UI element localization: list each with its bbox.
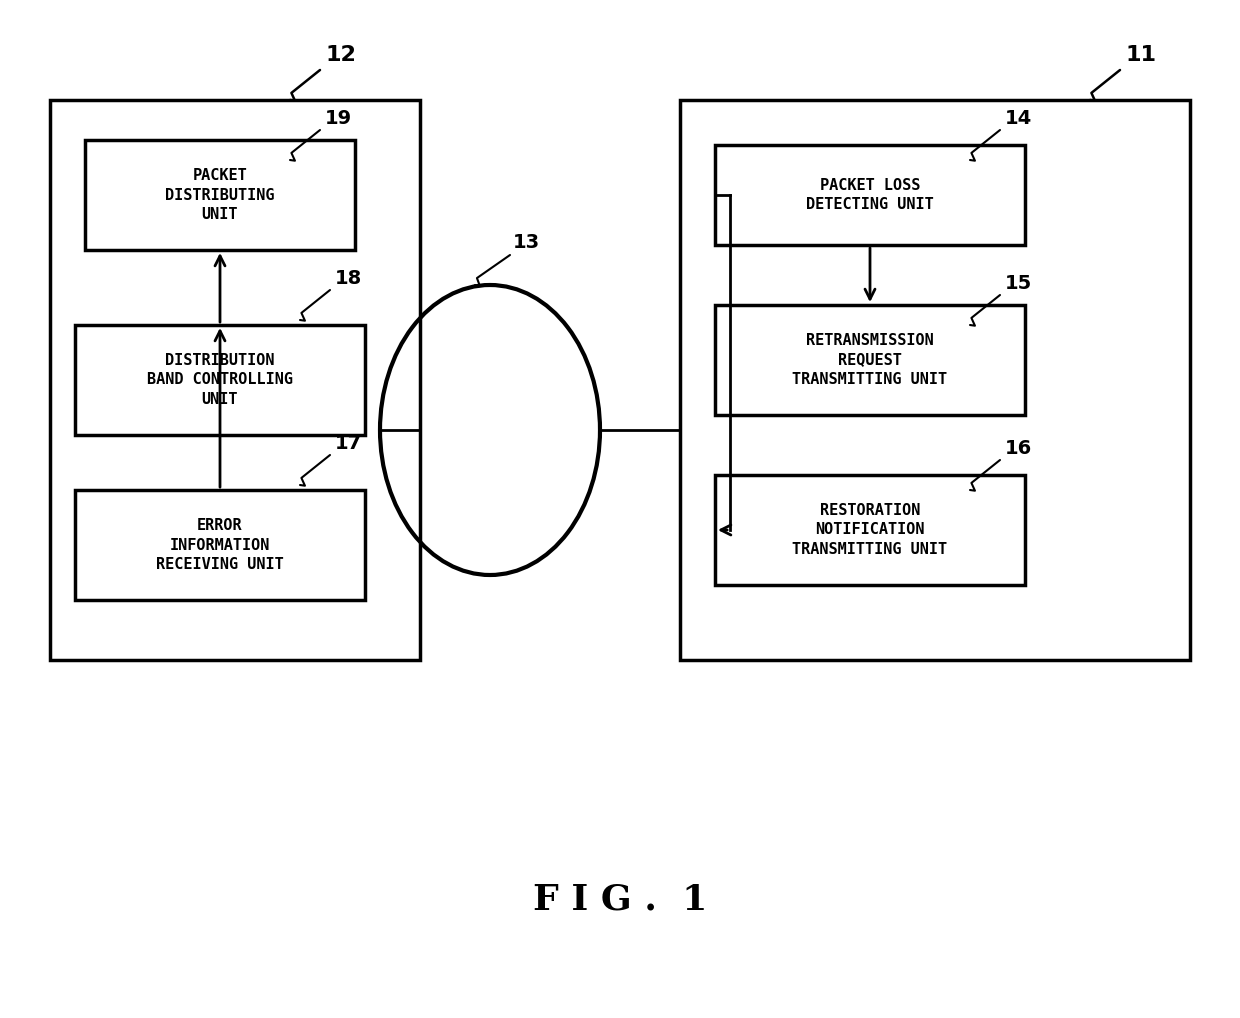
Text: RETRANSMISSION
REQUEST
TRANSMITTING UNIT: RETRANSMISSION REQUEST TRANSMITTING UNIT [792, 333, 947, 387]
Text: 18: 18 [335, 269, 362, 288]
Text: 11: 11 [1125, 45, 1156, 65]
Text: DISTRIBUTION
BAND CONTROLLING
UNIT: DISTRIBUTION BAND CONTROLLING UNIT [148, 352, 293, 407]
Text: 13: 13 [513, 233, 541, 252]
Text: RESTORATION
NOTIFICATION
TRANSMITTING UNIT: RESTORATION NOTIFICATION TRANSMITTING UN… [792, 503, 947, 557]
Bar [74, 325, 365, 435]
Text: 12: 12 [325, 45, 356, 65]
Bar [86, 140, 355, 250]
Bar [50, 100, 420, 660]
Text: 16: 16 [1004, 439, 1032, 458]
Bar [680, 100, 1190, 660]
Text: 14: 14 [1004, 109, 1032, 128]
Bar [74, 490, 365, 600]
Text: F I G .  1: F I G . 1 [533, 883, 707, 917]
Text: 15: 15 [1004, 274, 1032, 293]
Bar [715, 475, 1025, 585]
Bar [715, 145, 1025, 245]
Text: 17: 17 [335, 434, 362, 453]
Text: ERROR
INFORMATION
RECEIVING UNIT: ERROR INFORMATION RECEIVING UNIT [156, 518, 284, 572]
Text: PACKET LOSS
DETECTING UNIT: PACKET LOSS DETECTING UNIT [806, 177, 934, 213]
Text: PACKET
DISTRIBUTING
UNIT: PACKET DISTRIBUTING UNIT [165, 168, 275, 222]
Text: 19: 19 [325, 109, 352, 128]
Bar [715, 305, 1025, 415]
